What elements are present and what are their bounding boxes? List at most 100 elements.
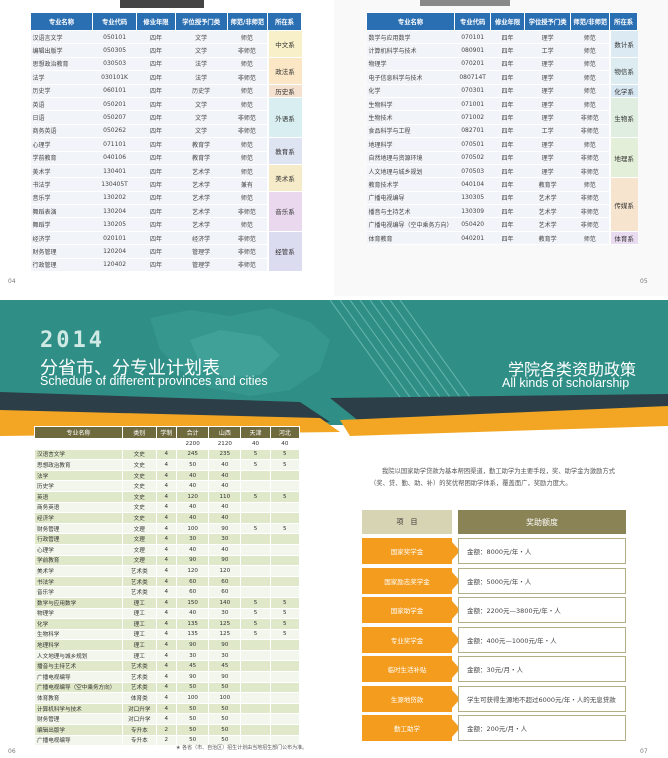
table-cell: 30 bbox=[208, 649, 242, 662]
table-row: 汉语言文学 050101 四年 文学 师范 中文系 bbox=[30, 30, 302, 58]
col-header: 山西 bbox=[208, 426, 242, 439]
table-cell: 艺术类 bbox=[121, 565, 157, 577]
table-cell: 020101 bbox=[92, 231, 137, 246]
table-cell: 四年 bbox=[136, 124, 176, 139]
table-row: 物理学 070201 四年 理学 师范 物信系 bbox=[366, 57, 638, 85]
table-cell: 编辑出版学 bbox=[30, 43, 93, 58]
table-row: 学前教育 040106 四年 教育学 师范 bbox=[30, 151, 302, 165]
table-cell: 125 bbox=[208, 628, 242, 641]
table-cell: 理学 bbox=[524, 110, 571, 125]
table-cell: 人文地理与城乡规划 bbox=[366, 164, 455, 179]
table-cell: 040201 bbox=[454, 231, 491, 246]
table-cell bbox=[269, 575, 301, 588]
table-cell: 非师范 bbox=[227, 124, 268, 139]
table-row: 广播电视编导 艺术类 4 90 90 bbox=[34, 671, 301, 683]
table-cell: 四年 bbox=[136, 151, 176, 165]
table-cell: 5 bbox=[269, 628, 301, 641]
table-cell bbox=[240, 480, 271, 492]
table-cell: 艺术类 bbox=[121, 660, 157, 673]
table-cell bbox=[269, 660, 301, 673]
table-cell: 文学 bbox=[175, 30, 228, 45]
table-cell: 5 bbox=[240, 628, 271, 641]
table-cell: 130309 bbox=[454, 204, 491, 219]
table-row: 播音与主持艺术 130309 四年 艺术学 非师范 bbox=[366, 204, 638, 219]
table-cell: 100 bbox=[176, 522, 210, 535]
table-cell: 文史 bbox=[121, 490, 157, 503]
scholarship-name: 专业奖学金 bbox=[362, 626, 452, 653]
table-row: 思想政治教育 文史 4 50 40 5 5 bbox=[34, 459, 301, 471]
table-row: 广播电视编导 130305 四年 艺术学 非师范 bbox=[366, 191, 638, 206]
table-cell: 四年 bbox=[136, 84, 176, 98]
table-cell: 非师范 bbox=[570, 164, 610, 179]
table-cell: 艺术学 bbox=[524, 217, 571, 232]
col-header: 学制 bbox=[155, 426, 178, 439]
table-cell: 130401 bbox=[92, 164, 137, 179]
table-cell: 教育技术学 bbox=[366, 177, 455, 192]
table-cell: 40 bbox=[208, 512, 242, 524]
table-cell: 100 bbox=[208, 692, 242, 704]
table-cell: 四年 bbox=[136, 164, 176, 179]
table-row: 日语 050207 四年 文学 非师范 bbox=[30, 110, 302, 125]
table-cell: 90 bbox=[208, 639, 242, 651]
table-cell: 4 bbox=[155, 501, 178, 514]
table-cell: 040104 bbox=[454, 177, 491, 192]
table-cell bbox=[240, 575, 271, 588]
table-row: 编辑出版学 专升本 2 50 50 bbox=[34, 724, 301, 736]
table-cell: 人文地理与城乡规划 bbox=[34, 649, 123, 662]
table-cell: 广播电视编导 bbox=[366, 191, 455, 206]
table-cell: 130405T bbox=[92, 177, 137, 192]
table-cell: 四年 bbox=[136, 70, 176, 85]
department-cell: 美术系 bbox=[266, 164, 302, 192]
table-cell: 5 bbox=[240, 448, 271, 461]
table-cell: 5 bbox=[269, 490, 301, 503]
department-cell: 物信系 bbox=[608, 57, 638, 85]
table-cell bbox=[269, 586, 301, 598]
table-cell: 050262 bbox=[92, 124, 137, 139]
table-row: 化学 070301 四年 理学 师范 化学系 bbox=[366, 84, 638, 98]
table-cell: 艺术学 bbox=[175, 164, 228, 179]
table-cell: 艺术学 bbox=[524, 191, 571, 206]
table-row: 数学与应用数学 070101 四年 理学 师范 数计系 bbox=[366, 30, 638, 58]
table-row: 地理科学 理工 4 90 90 bbox=[34, 639, 301, 651]
table-cell: 师范 bbox=[227, 57, 268, 72]
table-cell: 2 bbox=[155, 724, 178, 736]
arrow-icon bbox=[452, 601, 460, 619]
table-cell: 60 bbox=[176, 586, 210, 598]
scholarship-amount: 金额：200元/月・人 bbox=[458, 715, 626, 741]
table-cell: 对口升学 bbox=[121, 702, 157, 715]
table-cell: 理学 bbox=[524, 70, 571, 85]
table-cell: 自然地理与资源环境 bbox=[366, 151, 455, 165]
table-row: 数学与应用数学 理工 4 150 140 5 5 bbox=[34, 596, 301, 609]
table-cell: 师范 bbox=[570, 177, 610, 192]
table-cell: 四年 bbox=[490, 97, 525, 112]
table-cell: 四年 bbox=[490, 151, 525, 165]
table-cell: 四年 bbox=[490, 57, 525, 72]
total-row: 2200 2120 40 40 bbox=[34, 438, 301, 450]
top-deco-strip bbox=[120, 0, 204, 8]
table-cell: 非师范 bbox=[570, 191, 610, 206]
table-cell: 美术学 bbox=[34, 565, 123, 577]
table-cell: 文学 bbox=[175, 124, 228, 139]
department-cell: 音乐系 bbox=[266, 191, 302, 232]
table-cell: 文史 bbox=[121, 459, 157, 471]
scholarship-amount: 金额：8000元/年・人 bbox=[458, 538, 626, 564]
scholarship-row: 国家励志奖学金 金额：5000元/年・人 bbox=[362, 567, 626, 594]
table-cell bbox=[34, 438, 123, 450]
table-cell: 广播电视编导（空中乘务方向） bbox=[34, 681, 123, 694]
table-cell: 四年 bbox=[136, 244, 176, 259]
table-cell: 音乐学 bbox=[34, 586, 123, 598]
table-cell: 文史 bbox=[121, 512, 157, 524]
table-cell: 财务管理 bbox=[34, 522, 123, 535]
table-cell: 专升本 bbox=[121, 724, 157, 736]
table-row: 书法学 艺术类 4 60 60 bbox=[34, 575, 301, 588]
table-cell: 050201 bbox=[92, 97, 137, 112]
table-cell: 4 bbox=[155, 702, 178, 715]
col-header: 学位授予门类 bbox=[174, 12, 228, 31]
table-cell: 四年 bbox=[490, 84, 525, 98]
table-cell: 4 bbox=[155, 554, 178, 567]
table-row: 教育技术学 040104 四年 教育学 师范 传媒系 bbox=[366, 177, 638, 232]
table-cell: 教育学 bbox=[524, 177, 571, 192]
table-row: 经济学 020101 四年 经济学 非师范 经管系 bbox=[30, 231, 302, 273]
scholarship-amount: 金额：5000元/年・人 bbox=[458, 567, 626, 594]
table-cell: 艺术类 bbox=[121, 671, 157, 683]
